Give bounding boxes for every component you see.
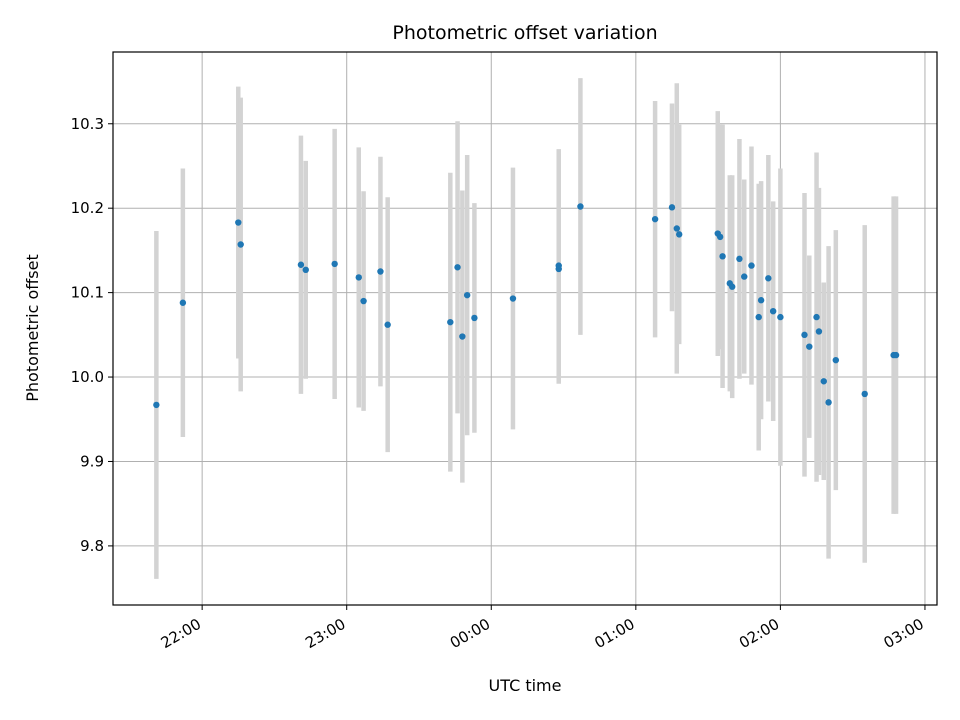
data-point	[815, 328, 823, 335]
plot-frame	[112, 51, 938, 606]
y-axis: 9.8 9.9 10.0 10.1 10.2 10.3	[71, 115, 113, 555]
y-tick-label: 10.3	[71, 115, 104, 133]
data-point	[736, 255, 743, 263]
data-point	[820, 378, 827, 385]
data-point	[719, 253, 726, 260]
data-point	[806, 343, 813, 350]
data-point	[471, 314, 478, 322]
data-points	[153, 203, 900, 409]
data-point	[892, 351, 900, 359]
data-point	[577, 203, 584, 210]
data-point	[675, 231, 683, 238]
data-point	[384, 321, 391, 328]
data-point	[813, 313, 820, 321]
data-point	[509, 295, 517, 302]
data-point	[459, 333, 466, 340]
data-point	[777, 313, 784, 321]
data-point	[801, 331, 808, 339]
chart-title: Photometric offset variation	[392, 22, 657, 44]
data-point	[861, 390, 868, 398]
data-point	[331, 260, 338, 268]
data-point	[729, 283, 736, 290]
data-point	[454, 264, 461, 271]
data-point	[765, 275, 772, 282]
y-tick-label: 10.0	[71, 368, 104, 386]
data-point	[179, 299, 187, 306]
x-axis-title: UTC time	[489, 676, 562, 695]
data-point	[741, 273, 748, 280]
data-point	[769, 307, 777, 315]
data-point	[302, 266, 309, 274]
data-point	[668, 204, 676, 211]
data-point	[555, 262, 562, 269]
y-tick-label: 9.8	[80, 537, 104, 555]
y-tick-label: 10.1	[71, 284, 104, 302]
data-point	[673, 225, 680, 232]
data-point	[651, 215, 659, 223]
data-point	[825, 399, 832, 406]
data-point	[235, 219, 242, 226]
data-point	[755, 313, 762, 321]
y-tick-label: 10.2	[71, 199, 104, 217]
data-point	[377, 268, 384, 275]
data-point	[447, 318, 454, 326]
data-point	[832, 356, 840, 364]
data-point	[716, 233, 724, 241]
data-point	[153, 401, 160, 409]
data-point	[297, 261, 305, 268]
grid	[113, 52, 937, 605]
data-point	[757, 297, 765, 304]
data-point	[360, 297, 367, 305]
data-point	[237, 241, 244, 248]
y-axis-title: Photometric offset	[23, 254, 42, 402]
y-tick-label: 9.9	[80, 452, 104, 470]
data-point	[355, 274, 362, 281]
data-point	[748, 262, 755, 269]
data-point	[463, 291, 471, 299]
